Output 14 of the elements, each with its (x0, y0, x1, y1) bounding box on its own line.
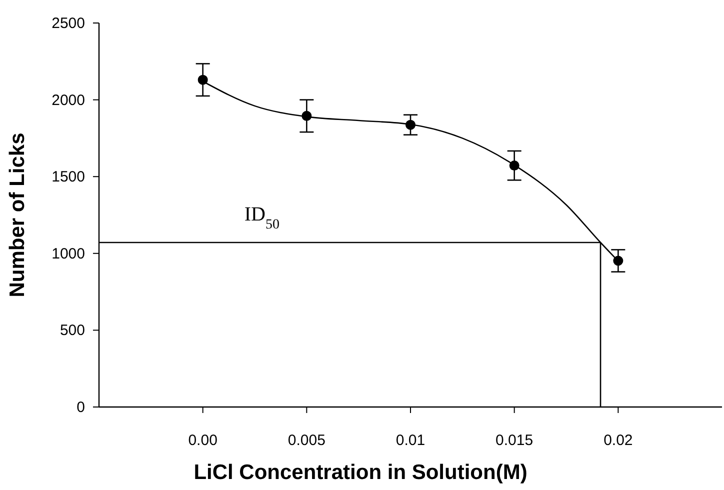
annotation: ID$_{50}$ (244, 203, 280, 232)
x-tick-label: 0.005 (288, 432, 326, 449)
x-tick-label: 0.02 (604, 432, 633, 449)
x-tick-label: 0.01 (396, 432, 426, 449)
x-tick-label: 0.00 (188, 432, 218, 449)
x-tick-label: 0.015 (496, 432, 534, 449)
y-axis-title: Number of Licks (6, 132, 29, 298)
y-tick-label: 2500 (52, 15, 85, 32)
y-tick-label: 0 (76, 399, 85, 416)
y-tick-label: 500 (60, 322, 85, 340)
y-tick-label: 1500 (52, 168, 85, 186)
x-axis-title: LiCl Concentration in Solution(M) (194, 461, 528, 484)
y-tick-label: 1000 (52, 245, 85, 262)
y-tick-label: 2000 (52, 92, 85, 109)
